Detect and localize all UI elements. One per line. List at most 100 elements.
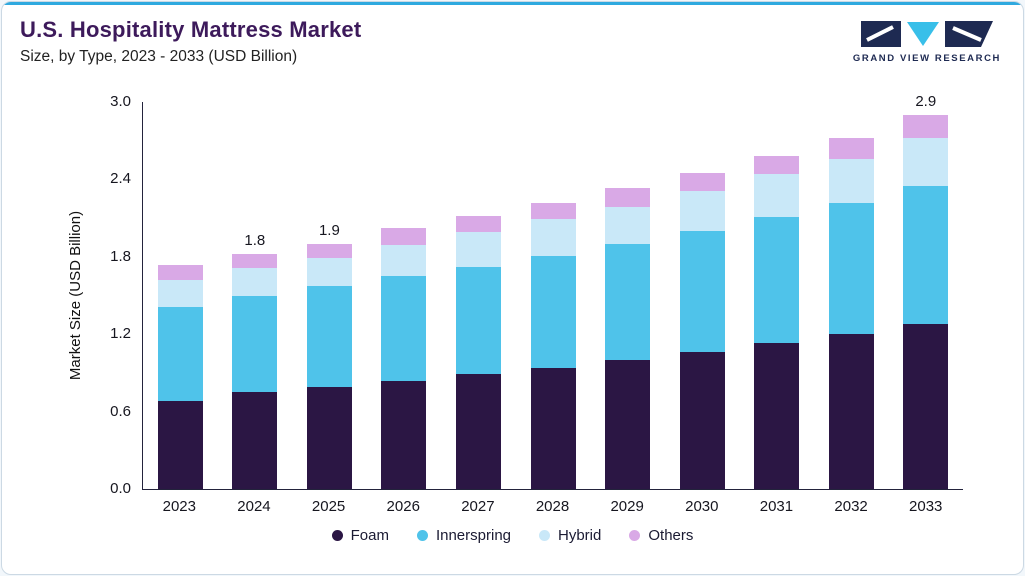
chart-region: Market Size (USD Billion) 1.8 1.9 2.9 0.0 0… [68, 93, 963, 497]
bar-slot-2032 [814, 102, 889, 489]
legend-dot-foam [331, 530, 343, 541]
legend-dot-innerspring [416, 530, 428, 541]
segment-others-2025 [306, 243, 352, 259]
page-subtitle: Size, by Type, 2023 - 2033 (USD Billion) [20, 48, 298, 65]
x-tick-2029: 2029 [610, 498, 644, 515]
page-title: U.S. Hospitality Mattress Market [20, 17, 362, 42]
bar-slot-2030 [665, 102, 740, 489]
segment-others-2030 [679, 172, 725, 192]
x-tick-2032: 2032 [834, 498, 868, 515]
bar-2033 [903, 114, 949, 489]
title-block: U.S. Hospitality Mattress Market Size, b… [20, 17, 361, 66]
segment-foam-2030 [679, 352, 725, 489]
legend-item-innerspring: Innerspring [416, 527, 511, 544]
segment-foam-2032 [828, 334, 874, 489]
bar-slot-2026 [367, 102, 442, 489]
y-tick-0.6: 0.6 [110, 402, 131, 420]
segment-innerspring-2030 [679, 231, 725, 353]
segment-foam-2029 [605, 360, 651, 489]
segment-others-2024 [232, 254, 278, 269]
segment-hybrid-2024 [232, 268, 278, 296]
segment-innerspring-2023 [157, 307, 203, 402]
segment-hybrid-2028 [530, 219, 576, 256]
bar-2032 [828, 138, 874, 489]
grand-view-research-logo: GRAND VIEW RESEARCH [853, 17, 1001, 64]
legend-dot-others [629, 530, 641, 541]
segment-others-2027 [455, 215, 501, 233]
segment-others-2031 [754, 156, 800, 175]
segment-others-2028 [530, 202, 576, 220]
y-tick-1.2: 1.2 [110, 325, 131, 343]
bar-2031 [754, 156, 800, 489]
segment-innerspring-2029 [605, 243, 651, 360]
bar-2029 [605, 188, 651, 489]
segment-hybrid-2023 [157, 280, 203, 308]
segment-innerspring-2027 [455, 267, 501, 375]
segment-others-2033 [903, 114, 949, 139]
legend-label: Innerspring [435, 527, 511, 544]
segment-hybrid-2025 [306, 258, 352, 287]
segment-innerspring-2033 [903, 185, 949, 324]
segment-innerspring-2024 [232, 295, 278, 393]
bar-slot-2024: 1.8 [218, 102, 293, 489]
bar-slot-2029 [590, 102, 665, 489]
x-tick-2031: 2031 [759, 498, 794, 515]
bar-2028 [530, 202, 576, 489]
segment-hybrid-2032 [828, 158, 874, 203]
legend-item-hybrid: Hybrid [539, 527, 601, 544]
bar-value-label-2033: 2.9 [915, 92, 937, 110]
segment-others-2026 [381, 228, 427, 246]
legend-item-others: Others [629, 527, 693, 544]
segment-others-2032 [828, 138, 874, 159]
bars-row: 1.8 1.9 2.9 [143, 93, 963, 489]
x-tick-2023: 2023 [162, 498, 196, 515]
logo-icon [860, 21, 993, 47]
x-tick-2027: 2027 [461, 498, 495, 515]
y-axis-title-text: Market Size (USD Billion) [67, 210, 85, 381]
bar-2030 [679, 172, 725, 489]
segment-hybrid-2029 [605, 206, 651, 244]
bar-2027 [455, 215, 501, 489]
y-tick-3.0: 3.0 [110, 93, 131, 110]
x-tick-2033: 2033 [909, 498, 943, 515]
legend-item-foam: Foam [331, 527, 389, 544]
segment-foam-2026 [381, 380, 427, 489]
segment-innerspring-2028 [530, 255, 576, 368]
segment-innerspring-2032 [828, 202, 874, 335]
x-tick-2030: 2030 [685, 498, 719, 515]
legend-dot-hybrid [539, 530, 550, 541]
segment-hybrid-2027 [455, 232, 501, 268]
y-tick-0.0: 0.0 [110, 480, 131, 497]
segment-foam-2023 [157, 401, 203, 489]
bar-slot-2033: 2.9 [888, 93, 963, 489]
bar-slot-2023 [143, 102, 218, 489]
logo-wordmark: GRAND VIEW RESEARCH [852, 53, 1001, 64]
x-tick-2028: 2028 [535, 498, 570, 515]
segment-innerspring-2025 [306, 286, 352, 388]
header: U.S. Hospitality Mattress Market Size, b… [2, 5, 1023, 66]
bar-value-label-2025: 1.9 [318, 221, 340, 239]
x-tick-2025: 2025 [311, 498, 346, 515]
segment-foam-2033 [903, 323, 949, 489]
bar-slot-2028 [516, 102, 591, 489]
bar-2023 [157, 264, 203, 489]
bar-slot-2027 [441, 102, 516, 489]
bar-2026 [381, 228, 427, 489]
bar-2024 [232, 254, 278, 489]
segment-hybrid-2030 [679, 191, 725, 232]
segment-hybrid-2033 [903, 138, 949, 186]
top-accent-line [2, 2, 1023, 5]
y-tick-2.4: 2.4 [110, 170, 131, 188]
segment-innerspring-2031 [754, 216, 800, 344]
segment-foam-2031 [754, 343, 800, 489]
bar-value-label-2024: 1.8 [244, 232, 266, 250]
x-tick-2026: 2026 [386, 498, 420, 515]
legend-label: Others [648, 527, 694, 544]
legend-label: Hybrid [558, 527, 602, 544]
x-labels-row: 2023 2024 2025 2026 2027 2028 2029 2030 2031 2032… [142, 498, 963, 515]
legend: Foam Innerspring Hybrid Others [2, 527, 1023, 544]
legend-label: Foam [350, 527, 389, 544]
y-axis-title: Market Size (USD Billion) [65, 102, 87, 489]
bar-slot-2025: 1.9 [292, 102, 367, 489]
